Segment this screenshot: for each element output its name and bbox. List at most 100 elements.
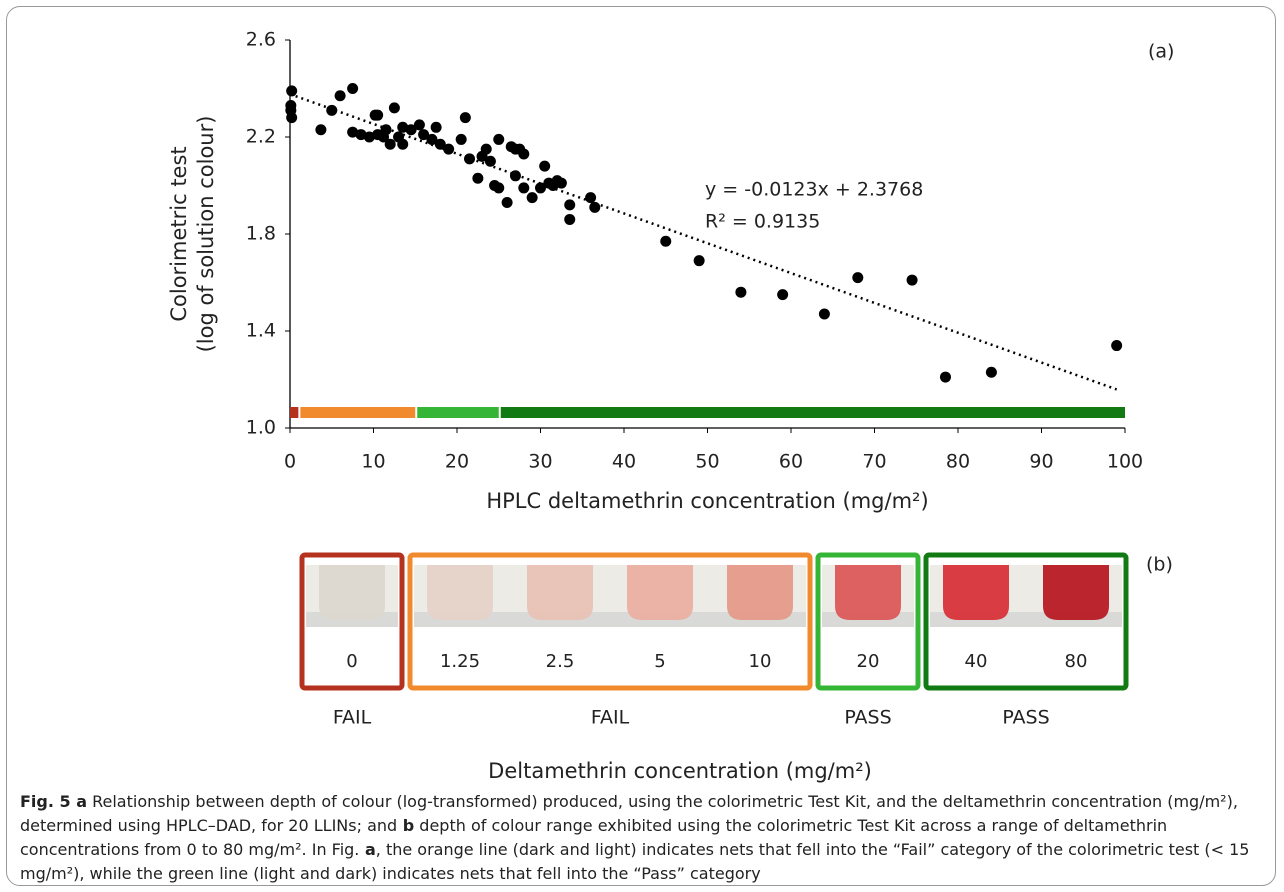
point [484,155,496,167]
vial [835,565,901,620]
point [564,199,576,211]
point [509,170,521,182]
point [380,124,392,136]
x-tick-label: 20 [445,451,469,473]
verdict-label: PASS [1002,707,1049,729]
point [480,143,492,155]
point [372,109,384,121]
caption-text: depth of colour range exhibited using th… [20,816,1168,859]
point [430,121,442,133]
point [589,201,601,213]
point [405,124,417,136]
x-tick-label: 100 [1107,451,1143,473]
y-tick-label: 1.8 [246,223,276,245]
vial [727,565,793,620]
point [464,153,476,165]
category-band [500,407,1125,418]
x-tick-label: 80 [946,451,970,473]
caption-text: Fig. 5 [20,792,71,811]
point [355,129,367,141]
concentration-label: 10 [749,651,772,672]
x-tick-label: 30 [528,451,552,473]
vial [943,565,1009,620]
photo-shelf [414,612,806,627]
group-box [299,552,405,691]
y-axis-title: Colorimetric test [167,146,191,321]
point [286,112,298,124]
point [518,148,530,160]
point [384,138,396,150]
x-tick-label: 70 [862,451,886,473]
point [535,182,546,194]
point [326,104,338,116]
panel-label: (a) [1148,41,1174,63]
caption-text: , the orange line (dark and light) indic… [20,840,1250,883]
point [660,235,672,247]
caption-text: b [397,816,415,835]
point [434,138,446,150]
figure-frame [6,6,1276,886]
y-axis-title: (log of solution colour) [194,116,218,353]
caption-text: Relationship between depth of colour (lo… [20,792,1238,835]
y-tick-label: 2.2 [246,126,276,148]
category-band [290,407,299,418]
trendline [289,92,1118,391]
trendline-equation: y = -0.0123x + 2.3768 [705,179,923,201]
vial [527,565,593,620]
category-band [300,407,416,418]
verdict-label: PASS [844,707,891,729]
point [501,196,513,208]
point [472,172,484,184]
point [315,124,327,136]
point [735,286,747,298]
y-tick-label: 1.4 [246,320,276,342]
group-box [815,552,921,691]
panel-b-title: Deltamethrin concentration (mg/m²) [488,759,872,783]
point [985,366,997,378]
r-squared: R² = 0.9135 [705,211,820,233]
panel-label: (b) [1146,554,1173,576]
point [539,160,551,172]
caption-text: a [359,840,376,859]
point [459,112,471,124]
concentration-label: 1.25 [440,651,480,672]
point [455,133,467,145]
vial [627,565,693,620]
x-tick-label: 10 [361,451,385,473]
point [493,133,505,145]
point [426,133,438,145]
point [413,119,425,131]
point [693,255,705,267]
point [585,192,597,204]
x-tick-label: 50 [695,451,719,473]
y-tick-label: 1.0 [246,417,276,439]
y-tick-label: 2.6 [246,29,276,51]
concentration-label: 0 [346,651,357,672]
concentration-label: 40 [965,651,988,672]
vial [427,565,493,620]
caption-text: a [70,792,88,811]
group-box [407,552,813,691]
point [397,121,409,133]
verdict-label: FAIL [591,707,630,729]
point [397,138,409,150]
vial [1043,565,1109,620]
caption: Fig. 5 a Relationship between depth of c… [20,790,1265,886]
group-box [923,552,1129,691]
point [564,213,576,225]
point [388,102,400,114]
point [443,143,455,155]
point [286,85,298,97]
point [526,192,538,204]
point [939,371,951,383]
point [818,308,830,320]
point [347,83,359,94]
concentration-label: 80 [1065,651,1088,672]
point [334,90,346,102]
x-axis-title: HPLC deltamethrin concentration (mg/m²) [486,489,928,513]
concentration-label: 2.5 [546,651,575,672]
x-tick-label: 0 [284,451,296,473]
point [518,182,530,194]
concentration-label: 20 [857,651,880,672]
